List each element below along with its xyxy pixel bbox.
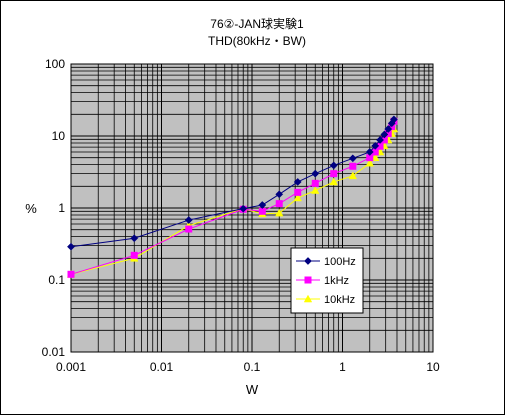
y-tick-label: 10 (52, 129, 66, 143)
data-point-1khz (130, 251, 138, 259)
x-tick-label: 0.01 (150, 360, 174, 374)
data-point-100hz (311, 169, 320, 178)
chart-title: 76②-JAN球実験1 (210, 16, 304, 31)
data-point-100hz (329, 161, 338, 170)
data-point-10khz (293, 193, 302, 202)
data-point-100hz (371, 141, 380, 150)
legend-label-100hz: 100Hz (324, 256, 356, 268)
x-tick-label: 0.1 (244, 360, 261, 374)
data-point-100hz (130, 234, 139, 243)
y-tick-label: 1 (58, 201, 65, 215)
legend-label-1khz: 1kHz (324, 275, 349, 287)
legend-marker-10khz (303, 294, 313, 303)
data-point-100hz (380, 130, 389, 139)
legend-label-10khz: 10kHz (324, 294, 355, 306)
data-point-1khz (275, 200, 283, 208)
y-tick-label: 100 (45, 57, 65, 71)
legend: 100Hz 1kHz 10kHz (290, 247, 364, 314)
legend-marker-1khz (304, 276, 312, 284)
data-point-1khz (185, 225, 193, 233)
data-point-100hz (293, 178, 302, 186)
legend-marker-100hz (304, 257, 312, 265)
x-tick-label: 0.001 (56, 360, 86, 374)
data-point-1khz (258, 207, 266, 215)
data-point-100hz (389, 115, 398, 124)
x-tick-label: 10 (426, 360, 440, 374)
data-point-100hz (275, 190, 284, 199)
data-point-10khz (329, 177, 338, 186)
y-tick-label: 0.1 (48, 273, 65, 287)
data-point-1khz (294, 188, 302, 196)
data-point-100hz (184, 216, 193, 225)
chart-subtitle: THD(80kHz・BW) (208, 34, 306, 48)
data-point-100hz (239, 204, 248, 213)
data-point-100hz (258, 201, 267, 209)
data-point-100hz (348, 154, 357, 163)
data-point-1khz (330, 170, 338, 178)
data-point-1khz (67, 270, 75, 278)
y-axis-title: % (25, 201, 37, 216)
data-point-10khz (275, 208, 284, 217)
data-point-100hz (365, 148, 374, 156)
data-point-10khz (365, 158, 374, 167)
data-point-100hz (384, 125, 393, 133)
data-point-1khz (311, 179, 319, 187)
plot-border (70, 63, 434, 353)
data-point-1khz (349, 162, 357, 170)
y-tick-label: 0.01 (42, 345, 66, 359)
data-point-100hz (376, 136, 385, 144)
data-point-10khz (348, 171, 358, 180)
data-point-10khz (311, 186, 320, 194)
data-point-10khz (371, 153, 380, 161)
x-tick-label: 1 (339, 360, 346, 374)
data-point-100hz (67, 242, 75, 251)
x-axis-title: W (246, 382, 259, 397)
